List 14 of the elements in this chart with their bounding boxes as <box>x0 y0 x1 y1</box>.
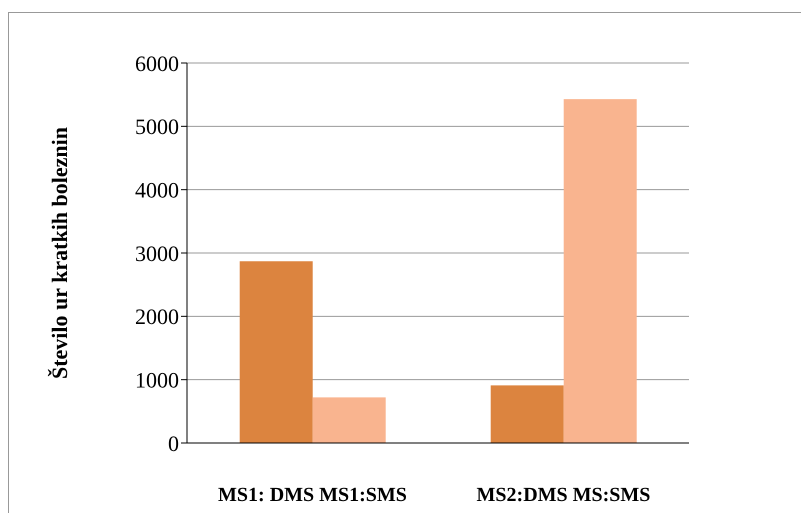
y-tick-label: 5000 <box>135 114 179 140</box>
x-tick-label: MS1: DMS MS1:SMS <box>218 484 407 506</box>
y-tick-label: 6000 <box>135 50 179 76</box>
y-tick-label: 1000 <box>135 367 179 392</box>
y-tick-label: 2000 <box>135 304 179 330</box>
bar <box>490 385 564 443</box>
bar <box>312 397 386 443</box>
y-tick-label: 0 <box>168 430 179 456</box>
y-axis-title: Število ur kratkih boleznin <box>46 126 72 380</box>
x-tick-label: MS2:DMS MS:SMS <box>476 484 650 506</box>
bar <box>564 99 637 443</box>
y-tick-label: 4000 <box>135 177 179 202</box>
y-tick-label: 3000 <box>135 240 179 266</box>
bar <box>240 261 313 443</box>
